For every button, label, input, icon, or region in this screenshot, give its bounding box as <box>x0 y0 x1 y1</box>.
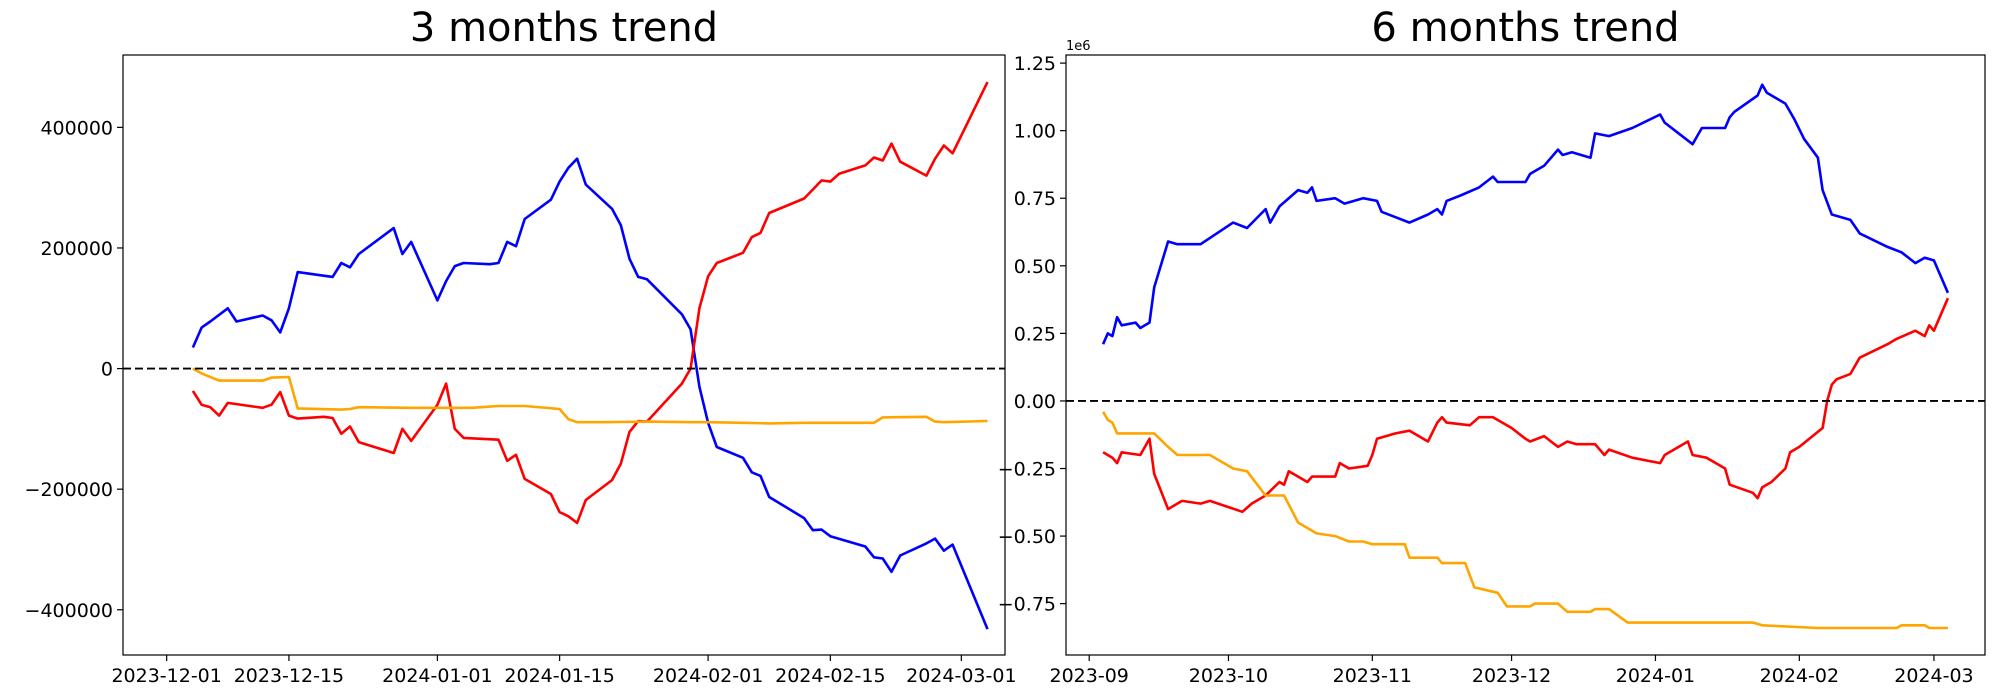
x-tick-label: 2024-01 <box>1616 665 1695 687</box>
series-line-1 <box>1102 297 1950 514</box>
chart-6-months-trend: 2023-09 2023-10 2023-11 2023-12 2024-01 2024-… <box>998 5 1986 687</box>
x-tick-label: 2023-12-01 <box>111 665 221 687</box>
plot-frame <box>1065 54 1986 656</box>
chart-3-months-trend: 2023-12-01 2023-12-15 2024-01-01 2024-01-15… <box>25 5 1017 687</box>
series-line-0 <box>1101 83 1950 345</box>
plot-frame <box>122 54 1006 656</box>
y-axis-offset-label: 1e6 <box>1066 39 1091 54</box>
y-tick-label: −0.50 <box>998 526 1056 548</box>
chart-title: 3 months trend <box>410 5 718 51</box>
y-axis-ticks: −400000 −200000 0 200000 400000 <box>25 117 123 622</box>
x-axis-ticks: 2023-12-01 2023-12-15 2024-01-01 2024-01-15… <box>111 655 1017 687</box>
x-tick-label: 2023-09 <box>1050 665 1129 687</box>
y-tick-label: 0 <box>101 359 113 381</box>
y-tick-label: 0.75 <box>1014 188 1056 210</box>
series-line-1 <box>191 81 989 525</box>
x-tick-label: 2023-10 <box>1189 665 1268 687</box>
y-tick-label: −200000 <box>25 479 113 501</box>
y-tick-label: −0.75 <box>998 594 1056 616</box>
y-tick-label: 0.00 <box>1014 391 1056 413</box>
y-tick-label: −400000 <box>25 600 113 622</box>
x-tick-label: 2024-02 <box>1760 665 1839 687</box>
x-tick-label: 2024-02-01 <box>653 665 763 687</box>
x-tick-label: 2024-01-01 <box>382 665 492 687</box>
y-tick-label: 1.25 <box>1014 53 1056 75</box>
y-tick-label: 200000 <box>40 238 113 260</box>
x-tick-label: 2024-03 <box>1894 665 1973 687</box>
series-line-0 <box>191 157 989 630</box>
series-group <box>1101 83 1950 630</box>
series-line-2 <box>192 367 988 425</box>
y-tick-label: 0.50 <box>1014 256 1056 278</box>
y-tick-label: 1.00 <box>1014 121 1056 143</box>
chart-title: 6 months trend <box>1371 5 1679 51</box>
x-tick-label: 2024-03-01 <box>906 665 1016 687</box>
y-tick-label: 400000 <box>40 117 113 139</box>
x-tick-label: 2023-11 <box>1333 665 1412 687</box>
y-tick-label: 0.25 <box>1014 323 1056 345</box>
y-tick-label: −0.25 <box>998 459 1056 481</box>
x-axis-ticks: 2023-09 2023-10 2023-11 2023-12 2024-01 2024-… <box>1050 655 1974 687</box>
x-tick-label: 2024-01-15 <box>504 665 614 687</box>
x-tick-label: 2023-12-15 <box>234 665 344 687</box>
series-line-2 <box>1101 411 1948 630</box>
y-axis-ticks: −0.75 −0.50 −0.25 0.00 0.25 0.50 0.75 1.00 1.25 <box>998 53 1066 616</box>
series-group <box>191 81 989 630</box>
x-tick-label: 2024-02-15 <box>775 665 885 687</box>
x-tick-label: 2023-12 <box>1472 665 1551 687</box>
